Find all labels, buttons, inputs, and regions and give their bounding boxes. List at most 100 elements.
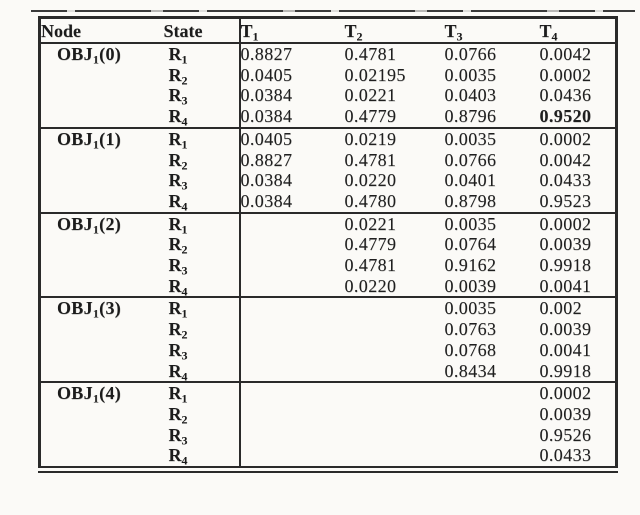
state-label: R1 [163, 381, 240, 405]
value-cell: 0.4781 [344, 149, 397, 170]
value-cell: 0.002 [534, 296, 617, 320]
value-cell: 0.0041 [539, 275, 592, 296]
table-row: OBJ1(0) R1 0.8827 0.4781 0.0766 0.0042 [39, 42, 617, 128]
table-row: R4 0.8434 0.9918 [40, 360, 617, 383]
node-group-4: OBJ1(4) R1 0.0002 R2 0.0039 R3 0.9526 [39, 381, 617, 470]
value-cell: 0.0763 [444, 319, 497, 340]
state-label: R3 [168, 339, 188, 363]
node-label: OBJ1(1) [39, 126, 164, 213]
value-cell: 0.0403 [444, 85, 497, 106]
value-cell [238, 296, 340, 320]
state-label: R4 [168, 190, 188, 214]
value-cell [440, 445, 535, 469]
state-label: R2 [168, 149, 188, 172]
state-label: R4 [168, 275, 188, 299]
value-cell: 0.0436 [539, 85, 592, 106]
table-row: R4 0.0220 0.0039 0.0041 [40, 275, 617, 299]
value-cell [339, 296, 440, 320]
value-cell: 0.0039 [444, 275, 497, 296]
node-label: OBJ1(2) [39, 211, 164, 298]
transition-probability-table: Node State T1 T2 T3 T4 OBJ1(0) R1 0.8827… [38, 16, 618, 474]
value-cell: 0.9526 [539, 424, 592, 445]
value-cell: 0.0039 [539, 234, 592, 255]
value-cell [238, 339, 340, 361]
value-cell [238, 234, 340, 256]
value-cell: 0.8798 [444, 190, 497, 211]
table-row: R4 0.0384 0.4780 0.8798 0.9523 [40, 190, 617, 214]
value-cell [340, 340, 440, 361]
value-cell: 0.0220 [344, 170, 397, 191]
value-cell: 0.0002 [539, 64, 592, 85]
value-cell: 0.8827 [238, 149, 340, 171]
state-label: R3 [168, 255, 188, 278]
table-row: OBJ1(1) R1 0.0405 0.0219 0.0035 0.0002 [39, 126, 617, 213]
state-label: R4 [168, 445, 188, 468]
value-cell: 0.0401 [444, 170, 497, 191]
value-cell: 0.4779 [344, 106, 397, 127]
node-label: OBJ1(0) [39, 42, 164, 128]
value-cell: 0.0384 [238, 170, 340, 191]
header-t1-sub: 1 [252, 28, 259, 43]
value-cell: 0.4781 [344, 255, 397, 276]
value-cell: 0.0405 [238, 126, 340, 150]
state-label: R3 [168, 85, 188, 108]
header-t1-base: T [240, 20, 253, 41]
value-cell: 0.0039 [539, 403, 592, 424]
value-cell [340, 445, 440, 469]
col-header-t2: T2 [339, 17, 440, 44]
state-label: R4 [168, 106, 188, 129]
table-row: R3 0.0384 0.0221 0.0403 0.0436 [40, 85, 617, 108]
value-cell: 0.4779 [344, 234, 397, 255]
table-row: R2 0.4779 0.0764 0.0039 [40, 234, 617, 257]
value-cell [238, 424, 340, 446]
value-cell: 0.0768 [444, 339, 497, 360]
state-label: R1 [163, 211, 240, 235]
header-t4-base: T [539, 20, 552, 41]
value-cell [339, 381, 440, 404]
table-row: R2 0.8827 0.4781 0.0766 0.0042 [40, 149, 617, 172]
node-label: OBJ1(3) [39, 296, 164, 383]
header-t4-sub: 4 [551, 28, 558, 43]
state-label: R2 [168, 234, 188, 257]
value-cell [238, 255, 340, 276]
header-t3-base: T [444, 20, 457, 41]
value-cell: 0.9523 [539, 190, 592, 211]
node-group-3: OBJ1(3) R1 0.0035 0.002 R2 0.0763 0.0039… [39, 296, 617, 383]
state-label: R2 [168, 319, 188, 342]
value-cell: 0.0384 [238, 106, 340, 128]
value-cell: 0.0384 [238, 85, 340, 107]
table-row: R4 0.0384 0.4779 0.8796 0.9520 [40, 106, 617, 128]
value-cell: 0.0220 [344, 275, 397, 296]
value-cell: 0.0035 [439, 126, 535, 150]
value-cell [238, 403, 340, 425]
value-cell: 0.0384 [238, 190, 340, 213]
value-cell [340, 404, 440, 425]
table-row: R2 0.0763 0.0039 [40, 319, 617, 340]
node-group-1: OBJ1(1) R1 0.0405 0.0219 0.0035 0.0002 R… [39, 126, 617, 214]
value-cell: 0.0405 [238, 64, 340, 86]
value-cell: 0.9918 [539, 360, 592, 381]
value-cell [238, 445, 340, 470]
value-cell [440, 404, 535, 425]
state-label: R4 [168, 360, 188, 383]
col-header-node: Node [39, 17, 164, 44]
value-cell [238, 275, 340, 298]
header-t2-base: T [344, 20, 357, 41]
value-cell [340, 319, 440, 340]
table-row: R3 0.0768 0.0041 [40, 339, 617, 363]
table-row: R3 0.0384 0.0220 0.0401 0.0433 [40, 170, 617, 191]
state-label: R2 [168, 64, 188, 88]
value-cell: 0.0035 [444, 64, 497, 85]
header-t3-sub: 3 [456, 28, 463, 43]
table-row: R3 0.4781 0.9162 0.9918 [40, 255, 617, 276]
value-cell [439, 381, 535, 404]
state-label: R1 [163, 126, 240, 150]
value-cell [440, 425, 535, 446]
value-cell: 0.0042 [539, 149, 592, 170]
value-cell [238, 211, 340, 235]
table-row: OBJ1(3) R1 0.0035 0.002 [39, 296, 617, 383]
value-cell [340, 361, 440, 383]
state-label: R3 [168, 424, 188, 447]
col-header-t1: T1 [238, 17, 340, 44]
